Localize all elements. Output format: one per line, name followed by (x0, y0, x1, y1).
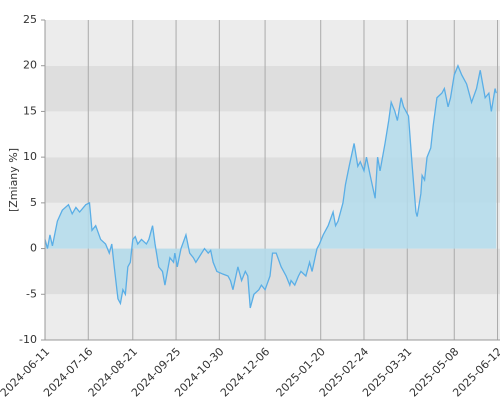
y-tick-label: 5 (30, 196, 37, 209)
area (45, 65, 497, 308)
y-tick-label: -5 (26, 287, 37, 300)
band (45, 111, 500, 158)
band (45, 20, 500, 66)
y-tick-label: 10 (23, 150, 37, 163)
y-tick-label: 20 (23, 59, 37, 72)
x-tick-label: 2024-12-06 (218, 345, 272, 399)
y-tick-label: 25 (23, 13, 37, 26)
y-tick-label: 0 (30, 242, 37, 255)
y-tick-label: 15 (23, 104, 37, 117)
band (45, 65, 500, 112)
y-axis-label: [Zmiany %] (7, 148, 20, 212)
y-tick-label: -10 (19, 333, 37, 346)
band (45, 294, 500, 340)
line (44, 63, 497, 309)
